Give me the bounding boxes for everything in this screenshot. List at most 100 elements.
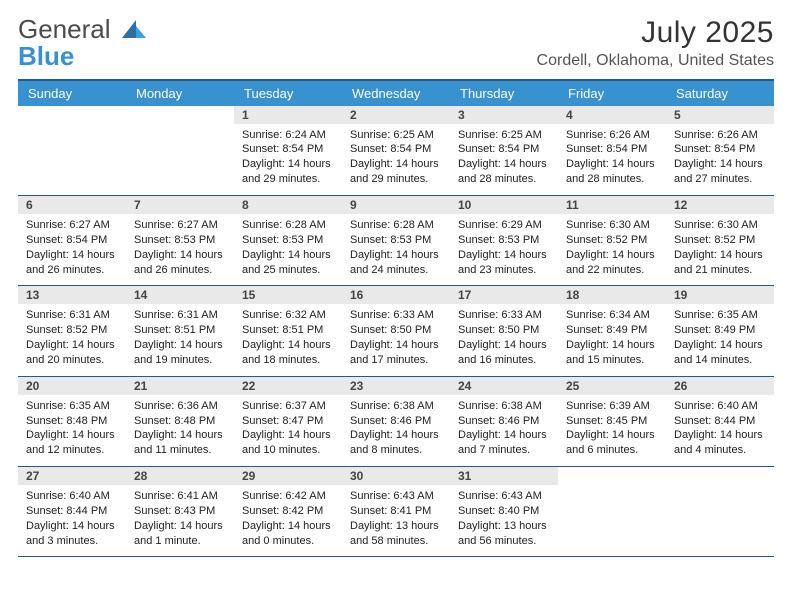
day-detail: Sunrise: 6:24 AMSunset: 8:54 PMDaylight:…: [234, 124, 342, 195]
day-number: 1: [234, 106, 342, 124]
calendar-cell: 15Sunrise: 6:32 AMSunset: 8:51 PMDayligh…: [234, 286, 342, 375]
calendar-cell: 30Sunrise: 6:43 AMSunset: 8:41 PMDayligh…: [342, 467, 450, 556]
day-sunset: Sunset: 8:52 PM: [674, 233, 766, 248]
calendar-cell: 21Sunrise: 6:36 AMSunset: 8:48 PMDayligh…: [126, 377, 234, 466]
day-sunrise: Sunrise: 6:36 AM: [134, 399, 226, 414]
day-sunrise: Sunrise: 6:31 AM: [134, 308, 226, 323]
day-sunset: Sunset: 8:51 PM: [134, 323, 226, 338]
day-dl2: and 16 minutes.: [458, 353, 550, 368]
day-sunset: Sunset: 8:54 PM: [674, 142, 766, 157]
day-sunset: Sunset: 8:54 PM: [350, 142, 442, 157]
calendar-cell: 2Sunrise: 6:25 AMSunset: 8:54 PMDaylight…: [342, 106, 450, 195]
calendar-week: 6Sunrise: 6:27 AMSunset: 8:54 PMDaylight…: [18, 196, 774, 286]
day-sunrise: Sunrise: 6:41 AM: [134, 489, 226, 504]
day-dl1: Daylight: 14 hours: [26, 338, 118, 353]
day-dl1: Daylight: 14 hours: [674, 338, 766, 353]
day-sunset: Sunset: 8:40 PM: [458, 504, 550, 519]
calendar-week: 13Sunrise: 6:31 AMSunset: 8:52 PMDayligh…: [18, 286, 774, 376]
calendar-cell: 19Sunrise: 6:35 AMSunset: 8:49 PMDayligh…: [666, 286, 774, 375]
day-detail: Sunrise: 6:35 AMSunset: 8:49 PMDaylight:…: [666, 304, 774, 375]
day-header: Friday: [558, 81, 666, 106]
day-dl2: and 11 minutes.: [134, 443, 226, 458]
day-dl1: Daylight: 14 hours: [242, 338, 334, 353]
brand-logo-icon: [118, 14, 146, 44]
day-detail: Sunrise: 6:38 AMSunset: 8:46 PMDaylight:…: [342, 395, 450, 466]
day-dl2: and 12 minutes.: [26, 443, 118, 458]
calendar-cell: 17Sunrise: 6:33 AMSunset: 8:50 PMDayligh…: [450, 286, 558, 375]
day-sunrise: Sunrise: 6:25 AM: [350, 128, 442, 143]
day-dl1: Daylight: 14 hours: [134, 248, 226, 263]
day-dl2: and 3 minutes.: [26, 534, 118, 549]
day-sunset: Sunset: 8:50 PM: [458, 323, 550, 338]
day-dl2: and 29 minutes.: [350, 172, 442, 187]
day-detail: Sunrise: 6:25 AMSunset: 8:54 PMDaylight:…: [342, 124, 450, 195]
day-sunset: Sunset: 8:53 PM: [242, 233, 334, 248]
day-sunset: Sunset: 8:48 PM: [134, 414, 226, 429]
day-dl2: and 0 minutes.: [242, 534, 334, 549]
day-sunset: Sunset: 8:52 PM: [26, 323, 118, 338]
calendar: Sunday Monday Tuesday Wednesday Thursday…: [18, 79, 774, 558]
calendar-cell: 11Sunrise: 6:30 AMSunset: 8:52 PMDayligh…: [558, 196, 666, 285]
day-dl2: and 19 minutes.: [134, 353, 226, 368]
day-sunrise: Sunrise: 6:38 AM: [350, 399, 442, 414]
day-sunset: Sunset: 8:54 PM: [566, 142, 658, 157]
day-detail: Sunrise: 6:34 AMSunset: 8:49 PMDaylight:…: [558, 304, 666, 375]
day-sunrise: Sunrise: 6:39 AM: [566, 399, 658, 414]
day-dl1: Daylight: 14 hours: [674, 428, 766, 443]
calendar-cell: 3Sunrise: 6:25 AMSunset: 8:54 PMDaylight…: [450, 106, 558, 195]
day-dl1: Daylight: 14 hours: [26, 428, 118, 443]
day-dl2: and 8 minutes.: [350, 443, 442, 458]
day-dl2: and 17 minutes.: [350, 353, 442, 368]
day-detail: Sunrise: 6:28 AMSunset: 8:53 PMDaylight:…: [342, 214, 450, 285]
brand-text-1: General: [18, 14, 111, 44]
day-dl1: Daylight: 14 hours: [458, 338, 550, 353]
day-detail: Sunrise: 6:35 AMSunset: 8:48 PMDaylight:…: [18, 395, 126, 466]
day-number: 16: [342, 286, 450, 304]
day-number: 17: [450, 286, 558, 304]
day-dl2: and 26 minutes.: [26, 263, 118, 278]
day-sunrise: Sunrise: 6:28 AM: [242, 218, 334, 233]
day-sunrise: Sunrise: 6:24 AM: [242, 128, 334, 143]
day-sunrise: Sunrise: 6:34 AM: [566, 308, 658, 323]
day-number: 3: [450, 106, 558, 124]
day-sunrise: Sunrise: 6:25 AM: [458, 128, 550, 143]
day-detail: Sunrise: 6:36 AMSunset: 8:48 PMDaylight:…: [126, 395, 234, 466]
calendar-cell: 29Sunrise: 6:42 AMSunset: 8:42 PMDayligh…: [234, 467, 342, 556]
day-dl2: and 6 minutes.: [566, 443, 658, 458]
calendar-day-header-row: Sunday Monday Tuesday Wednesday Thursday…: [18, 81, 774, 106]
day-dl1: Daylight: 14 hours: [350, 248, 442, 263]
day-dl2: and 14 minutes.: [674, 353, 766, 368]
calendar-cell: 24Sunrise: 6:38 AMSunset: 8:46 PMDayligh…: [450, 377, 558, 466]
page-title: July 2025: [537, 16, 774, 50]
day-header: Thursday: [450, 81, 558, 106]
day-detail: Sunrise: 6:31 AMSunset: 8:52 PMDaylight:…: [18, 304, 126, 375]
day-number: 25: [558, 377, 666, 395]
day-detail: Sunrise: 6:26 AMSunset: 8:54 PMDaylight:…: [558, 124, 666, 195]
day-detail: Sunrise: 6:37 AMSunset: 8:47 PMDaylight:…: [234, 395, 342, 466]
day-dl2: and 1 minute.: [134, 534, 226, 549]
day-number: 2: [342, 106, 450, 124]
calendar-body: 1Sunrise: 6:24 AMSunset: 8:54 PMDaylight…: [18, 106, 774, 558]
day-dl2: and 22 minutes.: [566, 263, 658, 278]
day-number: 11: [558, 196, 666, 214]
day-sunrise: Sunrise: 6:35 AM: [26, 399, 118, 414]
day-dl2: and 7 minutes.: [458, 443, 550, 458]
day-sunrise: Sunrise: 6:29 AM: [458, 218, 550, 233]
day-detail: Sunrise: 6:33 AMSunset: 8:50 PMDaylight:…: [342, 304, 450, 375]
calendar-cell: 5Sunrise: 6:26 AMSunset: 8:54 PMDaylight…: [666, 106, 774, 195]
day-sunrise: Sunrise: 6:43 AM: [458, 489, 550, 504]
day-detail: Sunrise: 6:43 AMSunset: 8:40 PMDaylight:…: [450, 485, 558, 556]
day-sunrise: Sunrise: 6:35 AM: [674, 308, 766, 323]
day-sunrise: Sunrise: 6:26 AM: [566, 128, 658, 143]
day-number: 8: [234, 196, 342, 214]
header: General Blue July 2025 Cordell, Oklahoma…: [18, 16, 774, 71]
day-sunrise: Sunrise: 6:28 AM: [350, 218, 442, 233]
day-number: 5: [666, 106, 774, 124]
day-header: Monday: [126, 81, 234, 106]
day-number: 9: [342, 196, 450, 214]
day-dl1: Daylight: 14 hours: [242, 519, 334, 534]
calendar-week: 1Sunrise: 6:24 AMSunset: 8:54 PMDaylight…: [18, 106, 774, 196]
day-sunset: Sunset: 8:43 PM: [134, 504, 226, 519]
calendar-cell: 8Sunrise: 6:28 AMSunset: 8:53 PMDaylight…: [234, 196, 342, 285]
day-sunrise: Sunrise: 6:40 AM: [674, 399, 766, 414]
